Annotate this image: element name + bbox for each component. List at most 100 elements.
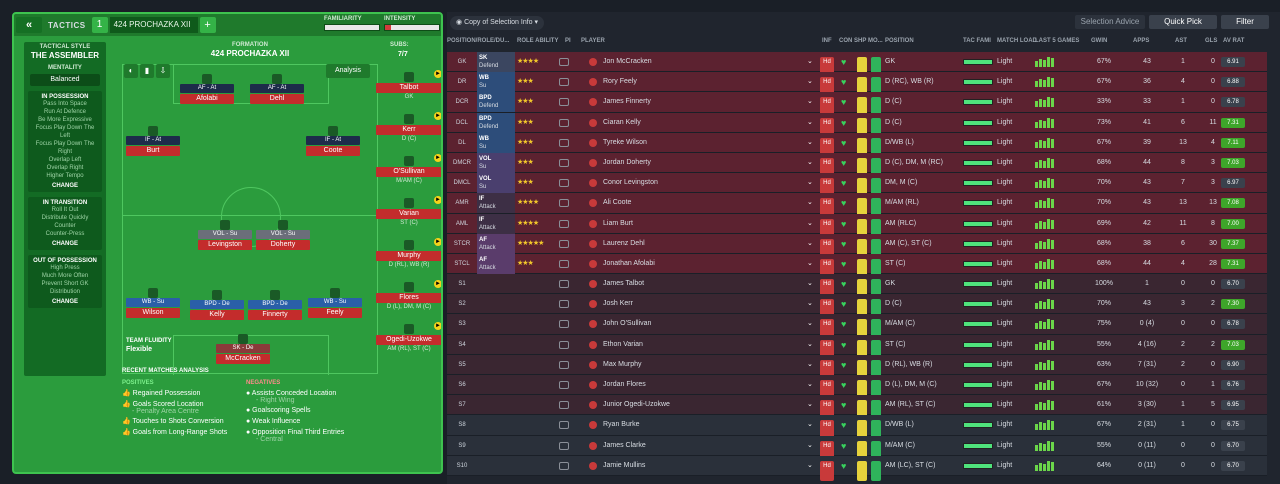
row-role[interactable] <box>477 274 515 294</box>
table-row[interactable]: DMCR VOL Su ★★★ Jordan Doherty ⌄ Hd ♥ D (C), DM,… <box>447 152 1267 178</box>
table-row[interactable]: S9 James Clarke ⌄ Hd ♥ M/AM (C) Light 55% 0 (11)… <box>447 435 1267 461</box>
tactical-style-dropdown[interactable]: THE ASSEMBLER <box>30 51 100 60</box>
pi-icon[interactable] <box>559 360 569 369</box>
table-row[interactable]: S4 Ethon Varian ⌄ Hd ♥ ST (C) Light 55% 4 (16) 2 2… <box>447 334 1267 360</box>
player-role[interactable]: BPD - De <box>248 300 302 309</box>
player-slot[interactable]: IF - At Burt <box>126 126 180 156</box>
player-name[interactable]: Junior Ogedi-Uzokwe <box>603 401 670 409</box>
player-name[interactable]: Jonathan Afolabi <box>603 259 655 267</box>
table-row[interactable]: AMR IF Attack ★★★★ Ali Coote ⌄ Hd ♥ M/AM (RL) Lig… <box>447 193 1267 219</box>
row-dropdown-icon[interactable]: ⌄ <box>807 78 813 86</box>
table-row[interactable]: DMCL VOL Su ★★★ Conor Levingston ⌄ Hd ♥ DM, M (C… <box>447 173 1267 199</box>
row-dropdown-icon[interactable]: ⌄ <box>807 340 813 348</box>
player-name[interactable]: Ethon Varian <box>603 340 643 348</box>
row-dropdown-icon[interactable]: ⌄ <box>807 441 813 449</box>
player-name[interactable]: Kelly <box>190 310 244 320</box>
player-slot[interactable]: SK - De McCracken <box>216 334 270 364</box>
sub-name[interactable]: Kerr <box>376 125 441 135</box>
row-role[interactable]: VOL Su <box>477 173 515 194</box>
row-role[interactable] <box>477 415 515 435</box>
pi-icon[interactable] <box>559 320 569 329</box>
player-name[interactable]: Dehl <box>250 94 304 104</box>
row-role[interactable]: IF Attack <box>477 193 515 214</box>
tactic-slot-button[interactable]: 1 <box>91 17 108 33</box>
row-dropdown-icon[interactable]: ⌄ <box>807 401 813 409</box>
player-name[interactable]: Laurenz Dehl <box>603 239 645 247</box>
sub-slot[interactable]: O'Sullivan M/AM (C) <box>376 156 441 185</box>
player-name[interactable]: Burt <box>126 146 180 156</box>
pi-icon[interactable] <box>559 239 569 248</box>
player-slot[interactable]: IF - At Coote <box>306 126 360 156</box>
col-match-load[interactable]: MATCH LOAD <box>997 38 1037 44</box>
row-dropdown-icon[interactable]: ⌄ <box>807 58 813 65</box>
table-row[interactable]: S3 John O'Sullivan ⌄ Hd ♥ M/AM (C) Light 75% 0 (… <box>447 314 1267 340</box>
player-name[interactable]: Ryan Burke <box>603 421 640 429</box>
out-of-possession-change-button[interactable]: CHANGE <box>51 299 78 305</box>
swap-arrow-icon[interactable]: ► <box>434 154 441 162</box>
row-dropdown-icon[interactable]: ⌄ <box>807 259 813 267</box>
player-role[interactable]: AF - At <box>250 84 304 93</box>
sub-name[interactable]: O'Sullivan <box>376 167 441 177</box>
row-dropdown-icon[interactable]: ⌄ <box>807 239 813 247</box>
pi-icon[interactable] <box>559 280 569 289</box>
swap-arrow-icon[interactable]: ► <box>434 70 441 78</box>
recent-analysis-title[interactable]: RECENT MATCHES ANALYSIS <box>122 368 209 374</box>
sub-slot[interactable]: Flores D (L), DM, M (C) <box>376 282 441 311</box>
row-dropdown-icon[interactable]: ⌄ <box>807 381 813 388</box>
in-possession-change-button[interactable]: CHANGE <box>51 183 78 189</box>
col-apps[interactable]: APPS <box>1133 38 1150 44</box>
player-name[interactable]: Jordan Doherty <box>603 158 651 166</box>
pi-icon[interactable] <box>559 158 569 167</box>
pi-icon[interactable] <box>559 78 569 87</box>
player-role[interactable]: WB - Su <box>126 298 180 307</box>
row-role[interactable] <box>477 456 515 476</box>
in-transition-change-button[interactable]: CHANGE <box>51 241 78 247</box>
row-dropdown-icon[interactable]: ⌄ <box>807 179 813 187</box>
filter-button[interactable]: Filter <box>1221 15 1269 29</box>
player-name[interactable]: Rory Feely <box>603 78 637 86</box>
table-row[interactable]: S2 Josh Kerr ⌄ Hd ♥ D (C) Light 70% 43 3 2 7.30 <box>447 294 1267 320</box>
sub-slot[interactable]: Varian ST (C) <box>376 198 441 227</box>
table-row[interactable]: S10 Jamie Mullins ⌄ Hd ♥ AM (LC), ST (C) Light… <box>447 455 1267 481</box>
player-name[interactable]: Max Murphy <box>603 360 642 368</box>
player-slot[interactable]: WB - Su Wilson <box>126 288 180 318</box>
col-ast[interactable]: AST <box>1175 38 1187 44</box>
swap-arrow-icon[interactable]: ► <box>434 280 441 288</box>
pi-icon[interactable] <box>559 98 569 107</box>
analysis-button[interactable]: Analysis <box>326 64 370 78</box>
row-dropdown-icon[interactable]: ⌄ <box>807 320 813 328</box>
player-role[interactable]: SK - De <box>216 344 270 353</box>
table-row[interactable]: DR WB Su ★★★ Rory Feely ⌄ Hd ♥ D (RC), WB (R) Lig… <box>447 72 1267 98</box>
download-icon[interactable]: ⇩ <box>156 64 170 78</box>
sub-slot[interactable]: Talbot GK <box>376 72 441 101</box>
player-role[interactable]: IF - At <box>126 136 180 145</box>
player-role[interactable]: WB - Su <box>308 298 362 307</box>
row-dropdown-icon[interactable]: ⌄ <box>807 421 813 429</box>
player-name[interactable]: Jon McCracken <box>603 58 652 65</box>
row-role[interactable] <box>477 314 515 334</box>
player-name[interactable]: John O'Sullivan <box>603 320 652 328</box>
pi-icon[interactable] <box>559 179 569 188</box>
row-role[interactable]: BPD Defend <box>477 112 515 133</box>
swap-arrow-icon[interactable]: ► <box>434 322 441 330</box>
table-row[interactable]: STCR AF Attack ★★★★★ Laurenz Dehl ⌄ Hd ♥ AM (C),… <box>447 233 1267 259</box>
table-row[interactable]: S6 Jordan Flores ⌄ Hd ♥ D (L), DM, M (C) Light… <box>447 375 1267 400</box>
pi-icon[interactable] <box>559 421 569 430</box>
row-dropdown-icon[interactable]: ⌄ <box>807 461 813 469</box>
row-dropdown-icon[interactable]: ⌄ <box>807 280 813 288</box>
col-role-ability[interactable]: ROLE ABILITY <box>517 38 559 44</box>
col-shp[interactable]: SHP <box>854 38 867 44</box>
row-role[interactable]: SK Defend <box>477 52 515 72</box>
add-tactic-button[interactable]: + <box>199 17 216 33</box>
table-row[interactable]: DCL BPD Defend ★★★ Ciaran Kelly ⌄ Hd ♥ D (C) Ligh… <box>447 112 1267 138</box>
player-name[interactable]: Ciaran Kelly <box>603 118 641 126</box>
col-gls[interactable]: GLS <box>1205 38 1218 44</box>
col-gwin[interactable]: GWIN <box>1091 38 1108 44</box>
table-row[interactable]: DCR BPD Defend ★★★ James Finnerty ⌄ Hd ♥ D (C) Li… <box>447 92 1267 118</box>
row-role[interactable]: AF Attack <box>477 253 515 274</box>
tactic-name-dropdown[interactable]: 424 PROCHAZKA XII <box>109 17 198 33</box>
player-name[interactable]: Josh Kerr <box>603 300 633 308</box>
row-dropdown-icon[interactable]: ⌄ <box>807 360 813 368</box>
collapse-button[interactable]: « <box>16 17 42 33</box>
quick-pick-button[interactable]: Quick Pick <box>1149 15 1217 29</box>
